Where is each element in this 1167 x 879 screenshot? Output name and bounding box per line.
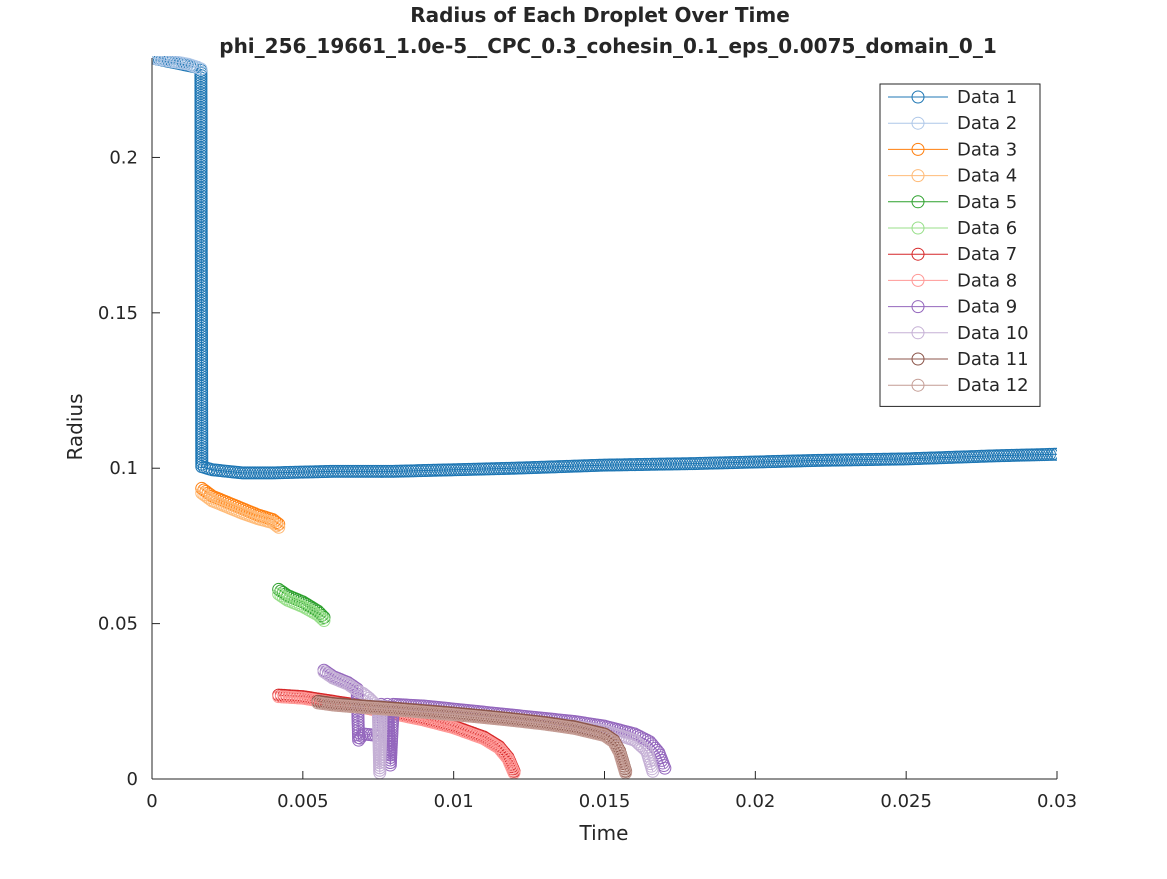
- data-point-interp: [343, 679, 357, 693]
- legend-label: Data 1: [957, 87, 1017, 108]
- x-tick-label: 0: [146, 791, 157, 812]
- data-point-interp: [506, 763, 520, 777]
- chart-subtitle: phi_256_19661_1.0e-5__CPC_0.3_cohesin_0.…: [219, 34, 997, 58]
- data-point: [646, 764, 660, 778]
- series-line: [317, 702, 627, 773]
- legend-marker: [911, 221, 925, 235]
- data-point: [598, 728, 611, 742]
- legend-label: Data 3: [957, 139, 1017, 160]
- legend-marker: [911, 300, 925, 314]
- legend-label: Data 5: [957, 192, 1017, 213]
- data-point: [194, 62, 208, 76]
- data-point-interp: [645, 737, 659, 751]
- data-point-interp: [496, 745, 510, 759]
- data-point: [341, 677, 355, 691]
- x-axis-label: Time: [579, 821, 629, 845]
- data-point: [272, 587, 286, 601]
- series-6: [272, 587, 331, 628]
- series-group: [152, 56, 1057, 780]
- legend-item: Data 4: [888, 166, 1017, 187]
- legend: Data 1 Data 2 Data 3 Data 4 Data 5 Data 6 Data…: [879, 83, 1041, 407]
- legend-item: Data 5: [888, 192, 1017, 213]
- data-point: [317, 665, 331, 679]
- data-point: [317, 614, 331, 628]
- legend-label: Data 10: [957, 323, 1029, 344]
- data-point-interp: [346, 680, 360, 694]
- legend-item: Data 7: [888, 244, 1017, 265]
- legend-marker: [911, 378, 925, 392]
- series-4: [195, 486, 286, 534]
- x-tick-label: 0.01: [434, 791, 474, 812]
- legend-marker: [911, 195, 925, 209]
- legend-marker: [911, 352, 925, 366]
- x-tick-label: 0.005: [277, 791, 329, 812]
- data-point-interp: [315, 608, 329, 622]
- data-point-interp: [319, 666, 333, 680]
- legend-item: Data 9: [888, 297, 1017, 318]
- series-line: [278, 593, 325, 621]
- series-line: [152, 57, 202, 70]
- legend-label: Data 11: [957, 349, 1029, 370]
- legend-label: Data 2: [957, 113, 1017, 134]
- y-tick-label: 0.2: [109, 147, 138, 168]
- legend-item: Data 2: [888, 113, 1017, 134]
- legend-marker: [911, 273, 925, 287]
- x-tick-label: 0.025: [880, 791, 932, 812]
- data-point-interp: [313, 610, 327, 624]
- y-tick-label: 0.1: [109, 458, 138, 479]
- y-axis-label: Radius: [63, 393, 87, 460]
- data-point-interp: [308, 607, 322, 621]
- legend-item: Data 11: [888, 349, 1029, 370]
- data-point-interp: [638, 742, 652, 756]
- data-point-interp: [274, 584, 288, 598]
- legend-label: Data 8: [957, 270, 1017, 291]
- legend-marker: [911, 326, 925, 340]
- data-point: [317, 610, 331, 624]
- series-12: [311, 696, 633, 780]
- legend-item: Data 8: [888, 270, 1017, 291]
- legend-item: Data 3: [888, 139, 1017, 160]
- y-tick-label: 0.15: [98, 303, 138, 324]
- x-tick-label: 0.015: [579, 791, 631, 812]
- legend-label: Data 4: [957, 166, 1017, 187]
- y-tick-label: 0: [127, 769, 138, 790]
- data-point-interp: [268, 517, 282, 531]
- legend-box: [879, 83, 1041, 407]
- data-point-interp: [494, 743, 508, 757]
- data-point: [350, 683, 364, 697]
- data-point: [658, 761, 672, 775]
- legend-label: Data 12: [957, 375, 1029, 396]
- series-2: [152, 56, 208, 76]
- data-point-interp: [270, 519, 284, 533]
- axes: 0 0.005 0.01 0.015 0.02 0.025 0.03 0 0.05 0.1 0.15…: [98, 58, 1077, 812]
- chart-title: Radius of Each Droplet Over Time: [410, 3, 790, 27]
- legend-label: Data 9: [957, 297, 1017, 318]
- data-point-interp: [315, 612, 329, 626]
- x-tick-label: 0.02: [735, 791, 775, 812]
- data-point: [492, 741, 506, 755]
- legend-marker: [911, 169, 925, 183]
- legend-marker: [911, 247, 925, 261]
- data-point-interp: [274, 589, 288, 603]
- data-point-interp: [485, 737, 499, 751]
- data-point-interp: [600, 730, 614, 744]
- plot-area: [152, 56, 1057, 780]
- legend-label: Data 6: [957, 218, 1017, 239]
- y-tick-label: 0.05: [98, 614, 138, 635]
- data-point: [272, 582, 286, 596]
- data-point-interp: [604, 733, 618, 747]
- x-tick-label: 0.03: [1037, 791, 1077, 812]
- legend-item: Data 10: [888, 323, 1029, 344]
- legend-marker: [911, 142, 925, 156]
- legend-marker: [911, 90, 925, 104]
- legend-marker: [911, 116, 925, 130]
- legend-item: Data 1: [888, 87, 1017, 108]
- legend-label: Data 7: [957, 244, 1017, 265]
- series-line: [201, 492, 280, 528]
- legend-item: Data 6: [888, 218, 1017, 239]
- data-point: [272, 520, 286, 534]
- legend-item: Data 12: [888, 375, 1029, 396]
